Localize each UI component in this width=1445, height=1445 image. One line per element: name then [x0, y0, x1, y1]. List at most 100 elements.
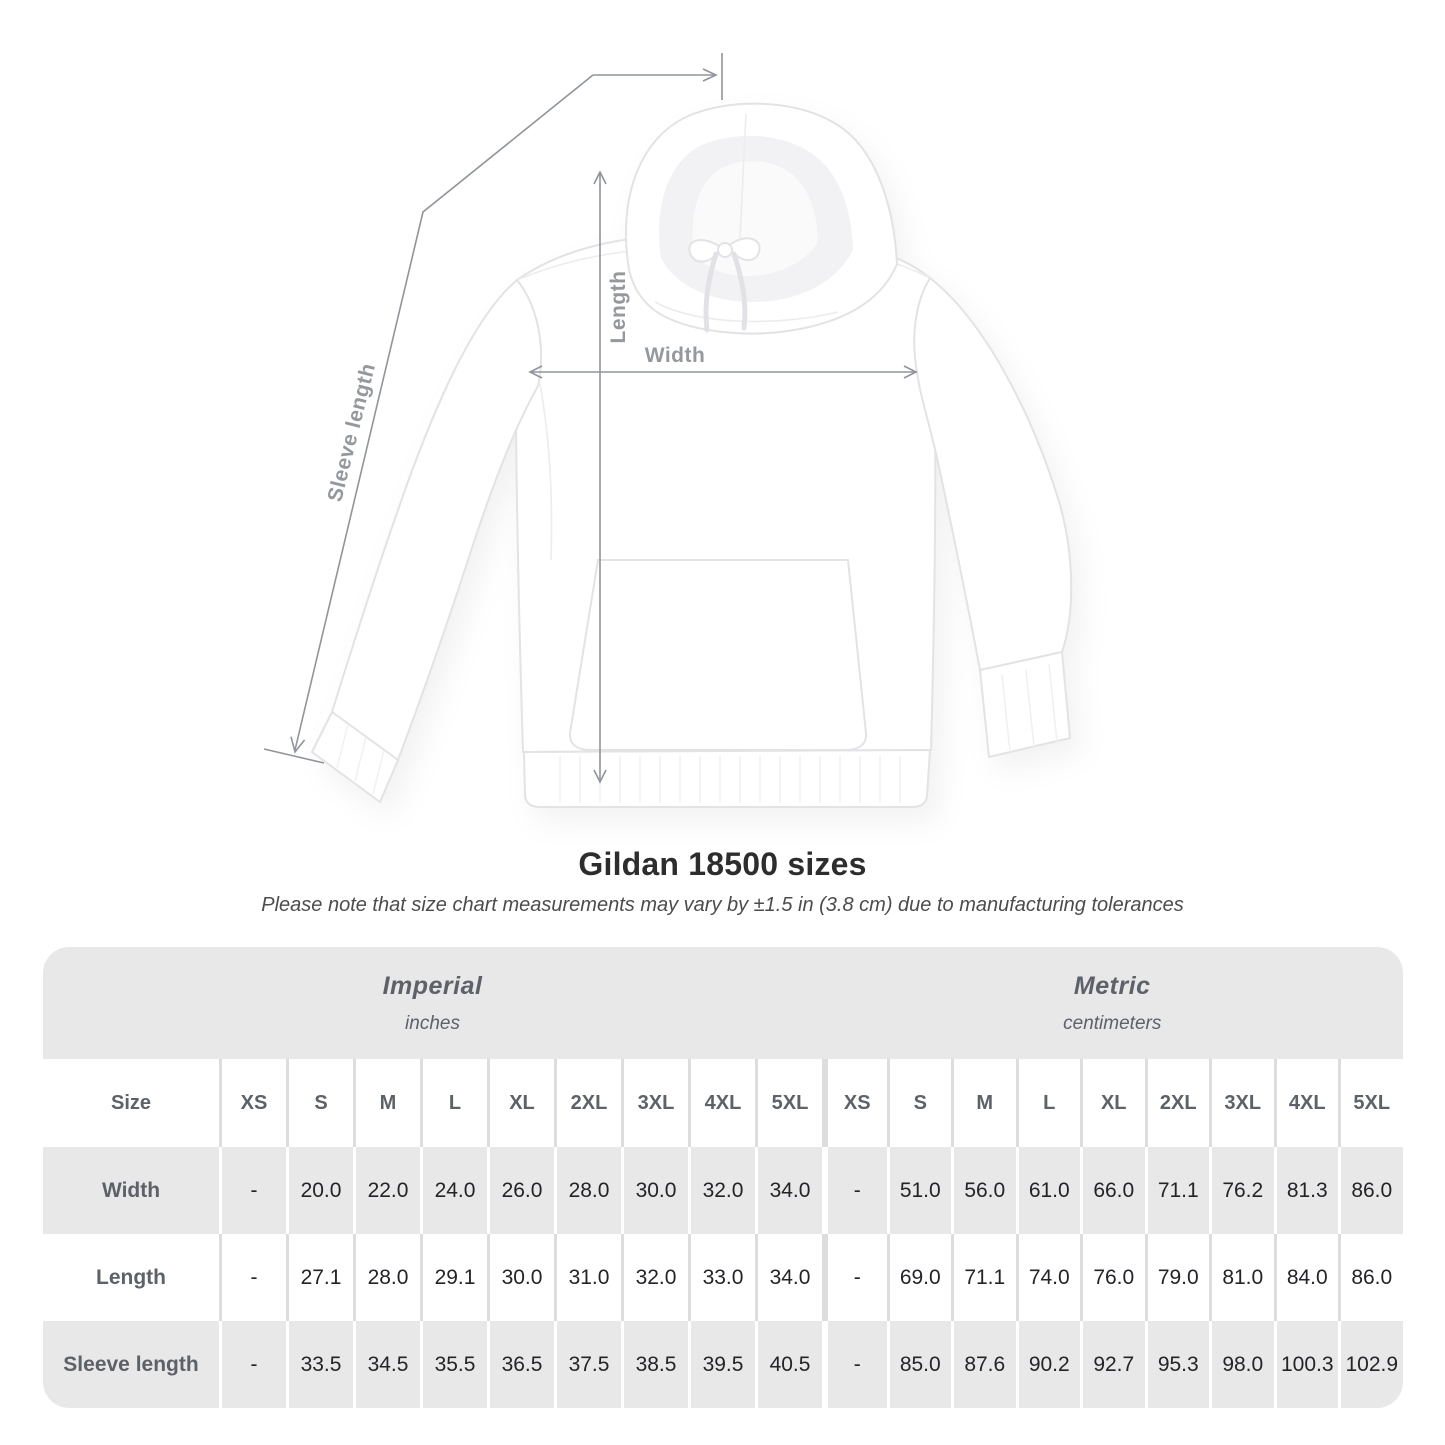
- left-cuff-rib: [354, 736, 367, 782]
- size-header: 2XL: [1144, 1059, 1209, 1147]
- hem-band: [522, 748, 932, 808]
- hoodie-illustration: Length Width Sleeve length: [263, 53, 1073, 808]
- data-cell: -: [219, 1147, 286, 1234]
- imperial-unit: inches: [405, 1012, 460, 1034]
- data-cell: 66.0: [1080, 1147, 1145, 1234]
- data-cell: 30.0: [487, 1234, 554, 1321]
- metric-unit: centimeters: [1063, 1012, 1162, 1034]
- width-arrowhead-left: [528, 365, 543, 379]
- corner-header: Size: [43, 1059, 219, 1147]
- left-cuff-rib: [372, 749, 385, 795]
- length-arrowhead-bottom: [593, 769, 607, 784]
- data-cell: 61.0: [1015, 1147, 1080, 1234]
- right-cuff-rib: [1048, 663, 1058, 743]
- data-cell: 33.0: [688, 1234, 755, 1321]
- size-header: L: [420, 1059, 487, 1147]
- imperial-label: Imperial: [382, 971, 483, 1000]
- data-cell: 51.0: [886, 1147, 951, 1234]
- width-arrowhead-right: [903, 365, 918, 379]
- size-header: 4XL: [1273, 1059, 1338, 1147]
- data-cell: -: [822, 1147, 887, 1234]
- length-label: Length: [607, 271, 630, 344]
- data-cell: 33.5: [286, 1321, 353, 1408]
- data-cell: 71.1: [1144, 1147, 1209, 1234]
- row-label-length: Length: [43, 1234, 219, 1321]
- drawstring-cord-right: [731, 251, 748, 331]
- drawstring-cord-left: [703, 251, 719, 333]
- hood-center-seam: [739, 113, 747, 239]
- metric-label: Metric: [1073, 971, 1151, 1000]
- data-cell: 76.2: [1209, 1147, 1274, 1234]
- data-cell: 29.1: [420, 1234, 487, 1321]
- data-cell: 79.0: [1144, 1234, 1209, 1321]
- data-cell: -: [219, 1234, 286, 1321]
- size-header: L: [1015, 1059, 1080, 1147]
- width-label: Width: [645, 344, 706, 367]
- length-arrowhead-top: [593, 170, 607, 185]
- data-cell: 24.0: [420, 1147, 487, 1234]
- data-cell: 39.5: [688, 1321, 755, 1408]
- data-cell: 81.3: [1273, 1147, 1338, 1234]
- data-cell: 76.0: [1080, 1234, 1145, 1321]
- cuff-end-tick: [263, 748, 325, 764]
- drawstring-knot: [717, 242, 733, 258]
- data-cell: 69.0: [886, 1234, 951, 1321]
- size-header: M: [951, 1059, 1016, 1147]
- data-cell: 37.5: [554, 1321, 621, 1408]
- size-header: S: [886, 1059, 951, 1147]
- data-cell: 27.1: [286, 1234, 353, 1321]
- size-table: Imperial inches Metric centimeters Size …: [43, 947, 1403, 1408]
- data-cell: 31.0: [554, 1234, 621, 1321]
- page-title: Gildan 18500 sizes: [578, 846, 867, 882]
- kangaroo-pocket: [568, 559, 868, 751]
- size-header: XS: [822, 1059, 887, 1147]
- data-cell: 20.0: [286, 1147, 353, 1234]
- size-header: 5XL: [755, 1059, 822, 1147]
- data-cell: 81.0: [1209, 1234, 1274, 1321]
- data-cell: 95.3: [1144, 1321, 1209, 1408]
- data-cell: 34.0: [755, 1147, 822, 1234]
- data-cell: 32.0: [621, 1234, 688, 1321]
- data-cell: 86.0: [1338, 1234, 1403, 1321]
- data-cell: -: [822, 1234, 887, 1321]
- tolerance-note: Please note that size chart measurements…: [261, 894, 1184, 916]
- data-cell: -: [219, 1321, 286, 1408]
- data-cell: 26.0: [487, 1147, 554, 1234]
- data-cell: 84.0: [1273, 1234, 1338, 1321]
- data-cell: 35.5: [420, 1321, 487, 1408]
- row-label-width: Width: [43, 1147, 219, 1234]
- hoodie-left-sleeve: [330, 278, 543, 762]
- data-cell: 71.1: [951, 1234, 1016, 1321]
- sleeve-length-arrowhead-right: [702, 68, 718, 82]
- sleeve-length-label: Sleeve length: [323, 361, 380, 504]
- hoodie-measurement-diagram: Length Width Sleeve length: [263, 53, 1073, 808]
- data-cell: 40.5: [755, 1321, 822, 1408]
- sleeve-length-arrowhead-bottom: [290, 736, 306, 754]
- data-cell: 86.0: [1338, 1147, 1403, 1234]
- data-cell: 100.3: [1273, 1321, 1338, 1408]
- size-header: S: [286, 1059, 353, 1147]
- size-header: XL: [487, 1059, 554, 1147]
- size-header: XS: [219, 1059, 286, 1147]
- size-header: 5XL: [1338, 1059, 1403, 1147]
- data-cell: -: [822, 1321, 887, 1408]
- data-cell: 102.9: [1338, 1321, 1403, 1408]
- data-cell: 36.5: [487, 1321, 554, 1408]
- data-cell: 34.5: [353, 1321, 420, 1408]
- data-cell: 32.0: [688, 1147, 755, 1234]
- neckline-crease: [654, 301, 839, 323]
- data-cell: 30.0: [621, 1147, 688, 1234]
- imperial-unit-band: Imperial inches: [43, 947, 822, 1059]
- data-cell: 98.0: [1209, 1321, 1274, 1408]
- data-cell: 28.0: [353, 1234, 420, 1321]
- size-header: XL: [1080, 1059, 1145, 1147]
- size-header: 2XL: [554, 1059, 621, 1147]
- size-header: M: [353, 1059, 420, 1147]
- data-cell: 90.2: [1015, 1321, 1080, 1408]
- size-header: 3XL: [621, 1059, 688, 1147]
- data-cell: 87.6: [951, 1321, 1016, 1408]
- data-cell: 92.7: [1080, 1321, 1145, 1408]
- data-cell: 34.0: [755, 1234, 822, 1321]
- hoodie-garment: [310, 102, 1073, 808]
